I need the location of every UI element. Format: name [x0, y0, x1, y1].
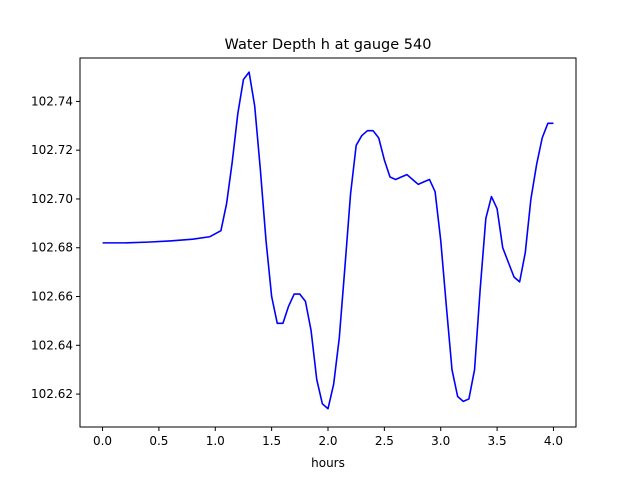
y-tick-label: 102.66: [31, 290, 73, 304]
x-tick-label: 4.0: [544, 434, 563, 448]
y-tick-label: 102.70: [31, 192, 73, 206]
plot-area: [102, 71, 554, 410]
y-tick-label: 102.74: [31, 94, 73, 108]
y-tick-label: 102.64: [31, 338, 73, 352]
x-axis-label: hours: [311, 456, 345, 470]
x-tick-label: 1.5: [262, 434, 281, 448]
series-line-0: [102, 71, 554, 410]
y-tick-label: 102.72: [31, 143, 73, 157]
x-tick-label: 1.0: [206, 434, 225, 448]
axes: 0.0 0.5 1.0 1.5 2.0 2.5 3.0 3.5 4.0 102.62 102.64 1…: [31, 57, 577, 448]
x-tick-label: 0.5: [149, 434, 168, 448]
x-tick-label: 0.0: [93, 434, 112, 448]
x-tick-label: 3.5: [488, 434, 507, 448]
x-tick-label: 3.0: [431, 434, 450, 448]
x-tick-label: 2.5: [375, 434, 394, 448]
y-tick-label: 102.62: [31, 387, 73, 401]
x-tick-label: 2.0: [318, 434, 337, 448]
y-tick-label: 102.68: [31, 241, 73, 255]
chart-title: Water Depth h at gauge 540: [225, 37, 432, 53]
